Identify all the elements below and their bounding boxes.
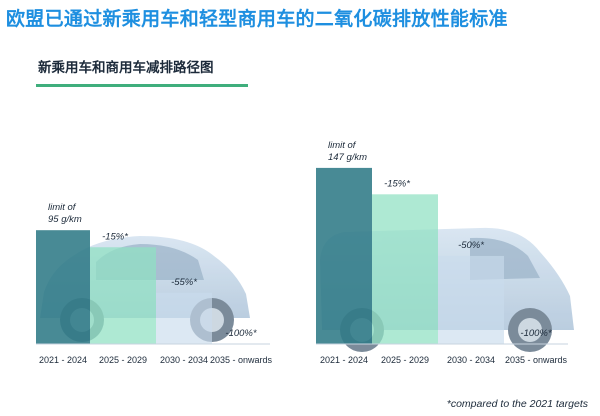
cars-bar-3: [156, 292, 212, 344]
title-underline: [36, 84, 248, 87]
vans-label-2: -15%*: [384, 178, 410, 189]
vans-bar-1: [316, 167, 372, 344]
cars-label-2: -15%*: [102, 231, 128, 242]
cars-category-3: 2030 - 2034: [160, 355, 208, 365]
cars-label-4: -100%*: [225, 328, 256, 339]
page-header-title: 欧盟已通过新乘用车和轻型商用车的二氧化碳排放性能标准: [6, 8, 508, 30]
footnote: *compared to the 2021 targets: [446, 398, 588, 410]
cars-bar-1: [36, 230, 90, 344]
vans-label-1: limit of 147 g/km: [328, 140, 367, 163]
cars-category-1: 2021 - 2024: [39, 355, 87, 365]
vans-category-1: 2021 - 2024: [320, 355, 368, 365]
cars-label-1: limit of 95 g/km: [48, 202, 82, 225]
vans-category-2: 2025 - 2029: [381, 355, 429, 365]
vans-label-4: -100%*: [520, 328, 551, 339]
chart-title: 新乘用车和商用车减排路径图: [38, 60, 214, 76]
cars-label-3: -55%*: [171, 277, 197, 288]
vans-category-4: 2035 - onwards: [505, 355, 568, 365]
vans-bar-3: [438, 255, 504, 344]
vans-bar-2: [372, 194, 438, 344]
vans-category-3: 2030 - 2034: [447, 355, 495, 365]
vans-label-3: -50%*: [458, 240, 484, 251]
cars-category-2: 2025 - 2029: [99, 355, 147, 365]
cars-bar-2: [90, 247, 156, 344]
cars-category-4: 2035 - onwards: [210, 355, 273, 365]
